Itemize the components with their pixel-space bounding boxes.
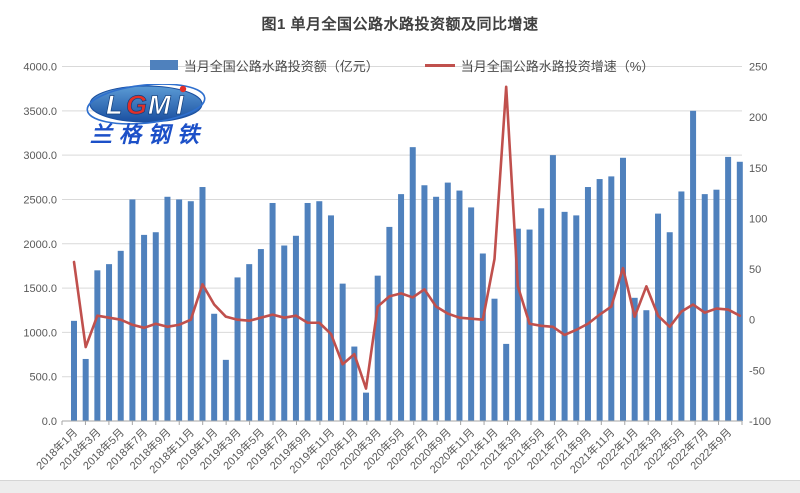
- bar: [619, 157, 626, 421]
- bar: [596, 179, 603, 421]
- bar: [152, 232, 159, 421]
- y-axis-label-right: 50: [749, 264, 761, 276]
- bar: [409, 147, 416, 421]
- bar: [94, 270, 101, 421]
- bar: [549, 155, 556, 421]
- y-axis-label-left: 1000.0: [23, 327, 57, 339]
- bar: [363, 392, 370, 421]
- bar: [71, 320, 77, 421]
- bar: [222, 359, 229, 421]
- bar: [514, 228, 521, 421]
- bar: [187, 201, 194, 421]
- bar: [584, 187, 591, 421]
- chart-title: 图1 单月全国公路水路投资额及同比增速: [261, 16, 539, 33]
- bar: [234, 277, 241, 421]
- y-axis-label-left: 2000.0: [23, 239, 57, 251]
- bar: [491, 298, 498, 421]
- line-swatch-icon: [424, 63, 455, 67]
- bar: [246, 264, 253, 421]
- bar: [713, 189, 720, 421]
- logo-ring: [86, 84, 206, 125]
- y-axis-label-right: 200: [749, 112, 767, 124]
- legend-item-growth-label: 当月全国公路水路投资增速（%）: [460, 58, 655, 74]
- bar: [176, 199, 183, 421]
- bar: [421, 185, 428, 421]
- bar: [608, 176, 615, 421]
- bar: [164, 196, 171, 421]
- bar: [257, 249, 264, 421]
- bar: [316, 201, 323, 421]
- legend-item-amount-label: 当月全国公路水路投资额（亿元）: [183, 58, 379, 74]
- bar: [479, 253, 486, 421]
- bar: [117, 250, 124, 421]
- y-axis-label-right: 250: [749, 62, 767, 74]
- logo-letter: L: [106, 90, 123, 120]
- bar: [503, 343, 510, 421]
- bar: [386, 226, 393, 421]
- bar: [444, 182, 451, 421]
- y-axis-label-right: 0: [749, 315, 755, 327]
- logo-letter: M: [148, 90, 171, 120]
- bar: [82, 358, 89, 421]
- chart-legend: 当月全国公路水路投资额（亿元） 当月全国公路水路投资增速（%）: [62, 55, 742, 75]
- bar: [129, 199, 136, 421]
- logo-letter: G: [126, 90, 147, 120]
- bar: [561, 211, 568, 421]
- bar: [398, 194, 405, 421]
- bar: [211, 313, 218, 421]
- bar: [281, 245, 288, 421]
- bar-swatch-icon: [149, 60, 178, 70]
- bar: [292, 235, 299, 421]
- logo-subtext: 兰格钢铁: [90, 122, 206, 147]
- bar: [631, 297, 638, 421]
- y-axis-label-left: 3500.0: [23, 106, 57, 118]
- y-axis-label-left: 1500.0: [23, 283, 57, 295]
- bar: [678, 191, 685, 421]
- y-axis-label-right: -100: [749, 416, 771, 428]
- bar: [269, 202, 276, 421]
- bar: [538, 208, 545, 421]
- logo-letter: I: [176, 90, 184, 120]
- y-axis-label-right: 150: [749, 163, 767, 175]
- bar: [339, 283, 346, 421]
- y-axis-label-right: -50: [749, 365, 765, 377]
- bar: [456, 190, 463, 421]
- bar: [526, 229, 533, 421]
- bar: [643, 310, 650, 421]
- legend-item-amount: 当月全国公路水路投资额（亿元）: [149, 56, 379, 75]
- y-axis-label-left: 2500.0: [23, 194, 57, 206]
- bar: [327, 215, 334, 421]
- growth-line: [72, 85, 742, 390]
- y-axis-label-left: 500.0: [29, 372, 57, 384]
- bar: [725, 156, 732, 421]
- y-axis-label-left: 0.0: [42, 416, 57, 428]
- bar: [106, 264, 113, 421]
- legend-item-growth: 当月全国公路水路投资增速（%）: [424, 56, 655, 75]
- bar: [573, 215, 580, 421]
- y-axis-label-left: 3000.0: [23, 150, 57, 162]
- y-axis-label-right: 100: [749, 213, 767, 225]
- bar: [304, 202, 311, 421]
- y-axis-label-left: 4000.0: [23, 62, 57, 74]
- bar: [736, 161, 743, 421]
- bar: [199, 187, 206, 421]
- bar: [468, 207, 475, 421]
- bar: [351, 346, 358, 421]
- page-bottom-strip: [0, 480, 800, 493]
- bar: [374, 275, 381, 421]
- bar: [690, 110, 697, 421]
- bar: [701, 194, 708, 421]
- logo-dot-icon: [179, 85, 187, 93]
- bar: [433, 196, 440, 421]
